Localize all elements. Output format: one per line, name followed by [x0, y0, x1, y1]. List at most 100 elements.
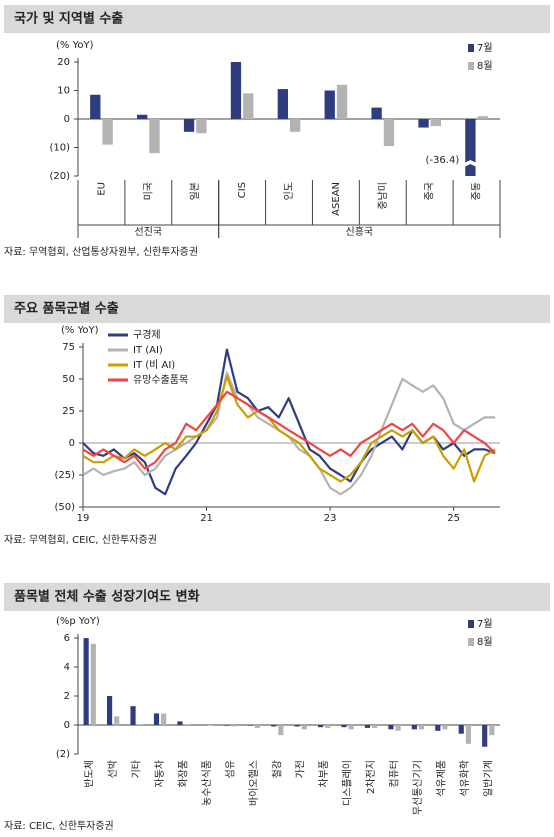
bar: [137, 114, 148, 119]
bar: [324, 90, 335, 119]
y-tick-label: (2): [56, 749, 70, 760]
x-tick-label: 23: [324, 513, 337, 524]
bar: [411, 725, 417, 730]
title-bar: [4, 295, 550, 323]
x-tick-label: 석유제품: [435, 760, 447, 797]
x-tick-label: 농수산식품: [201, 760, 213, 806]
x-tick-label: 인도: [283, 182, 295, 200]
value-label: (-36.4): [426, 155, 460, 166]
y-tick-label: 6: [64, 633, 70, 644]
source: 자료: 무역협회, CEIC, 신한투자증권: [4, 533, 157, 546]
bar: [348, 725, 354, 730]
bar: [224, 725, 230, 726]
x-tick-label: 중동: [471, 182, 483, 200]
bar: [430, 119, 441, 127]
x-tick-label: 일반기계: [482, 760, 494, 797]
bar: [294, 725, 300, 727]
y-axis-label: (% YoY): [61, 325, 99, 336]
y-tick-label: 10: [57, 86, 70, 97]
y-tick-label: (10): [49, 143, 70, 154]
x-tick-label: 무선통신기기: [412, 760, 424, 815]
chart-title: 품목별 전체 수출 성장기여도 변화: [14, 589, 200, 605]
y-tick-label: 2: [64, 691, 70, 702]
legend-label: IT (비 AI): [133, 359, 175, 371]
bar: [325, 725, 331, 728]
x-tick-label: 차부품: [318, 760, 330, 788]
bar: [231, 725, 237, 727]
line: [82, 348, 496, 496]
x-tick-label: 선박: [107, 760, 119, 778]
x-tick-label: 19: [77, 513, 90, 524]
bar: [102, 119, 113, 145]
bar: [277, 89, 288, 119]
bar: [371, 107, 382, 119]
bar: [458, 725, 464, 734]
legend-label: 구경제: [133, 328, 161, 341]
legend-swatch: [468, 638, 474, 646]
bar: [465, 119, 476, 176]
bar: [161, 713, 167, 725]
y-tick-label: (25): [54, 470, 75, 481]
bar: [301, 725, 307, 730]
x-tick-label: 석유화학: [459, 760, 471, 797]
y-tick-label: 50: [62, 374, 75, 385]
legend-label: IT (AI): [133, 345, 163, 356]
bar: [383, 119, 395, 147]
y-tick-label: 0: [69, 438, 75, 449]
bar: [207, 725, 214, 726]
x-tick-label: 미국: [142, 182, 154, 200]
x-tick-label: 중남미: [377, 182, 389, 210]
legend-swatch: [468, 620, 474, 628]
title-bar: [4, 583, 550, 611]
bar: [90, 94, 101, 119]
x-tick-label: 중국: [424, 182, 436, 200]
bar: [336, 84, 348, 119]
x-tick-label: 일본: [189, 182, 201, 200]
x-tick-label: 컴퓨터: [389, 760, 401, 788]
bar: [477, 116, 488, 119]
legend-swatch: [468, 62, 474, 70]
x-tick-label: 자동차: [154, 760, 166, 788]
x-tick-label: EU: [96, 182, 107, 196]
x-tick-label: 바이오헬스: [248, 760, 260, 806]
bar: [153, 713, 160, 725]
y-axis-label: (% YoY): [56, 40, 94, 51]
bar: [107, 696, 113, 725]
bar: [489, 725, 495, 736]
y-tick-label: 4: [64, 662, 70, 673]
bar: [364, 725, 371, 728]
bar: [290, 119, 301, 132]
x-tick-label: CIS: [237, 182, 248, 198]
bar: [341, 725, 347, 728]
bar: [183, 119, 195, 132]
bar: [130, 706, 136, 725]
bar: [114, 716, 120, 725]
bar: [395, 725, 401, 731]
bar: [247, 725, 253, 726]
bar: [90, 643, 96, 725]
bar: [465, 725, 471, 744]
legend-label: 8월: [477, 636, 493, 648]
y-axis-label: (%p YoY): [56, 616, 100, 627]
bar: [418, 119, 429, 128]
group-label: 신흥국: [346, 225, 374, 238]
x-tick-label: 21: [200, 513, 213, 524]
x-tick-label: ASEAN: [331, 182, 342, 216]
x-tick-label: 섬유: [224, 760, 236, 778]
title-bar: [4, 5, 550, 33]
bar: [243, 93, 254, 119]
bar: [482, 725, 488, 747]
chart-title: 국가 및 지역별 수출: [14, 11, 123, 27]
x-tick-label: 철강: [271, 760, 283, 778]
bar: [388, 725, 394, 730]
y-tick-label: 0: [64, 114, 70, 125]
bar: [149, 119, 160, 154]
line: [82, 390, 496, 470]
x-tick-label: 디스플레이: [342, 760, 354, 806]
y-tick-label: (20): [49, 171, 70, 182]
x-tick-label: 기타: [131, 760, 143, 778]
legend-label: 8월: [477, 60, 493, 72]
bar: [442, 725, 448, 730]
x-tick-label: 25: [447, 513, 460, 524]
